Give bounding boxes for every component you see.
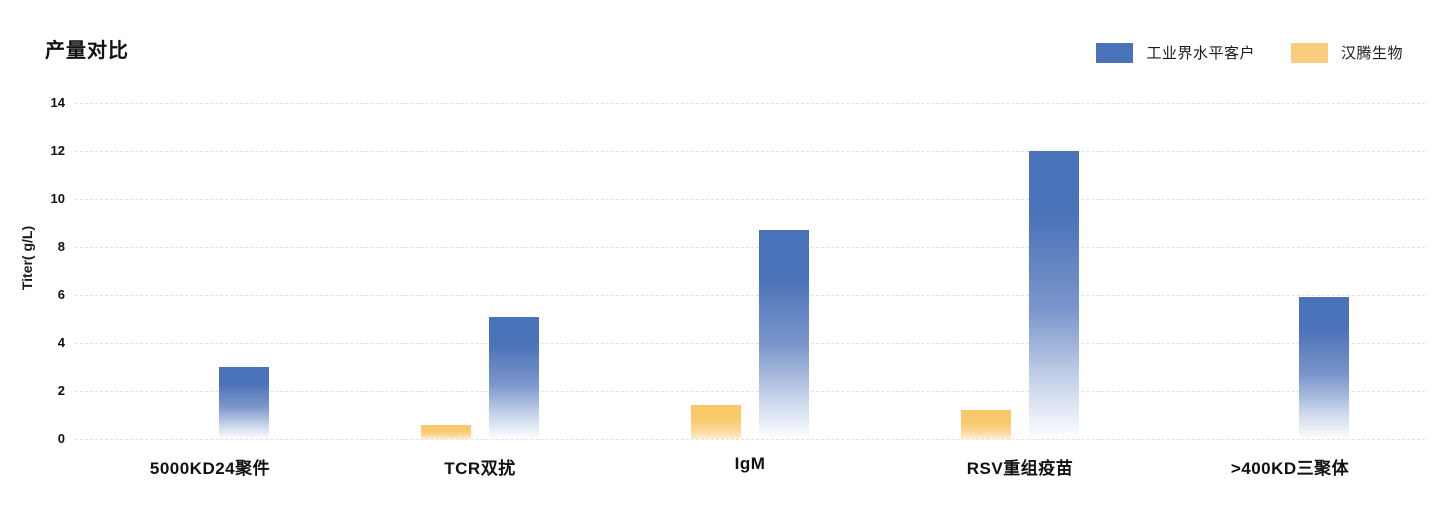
- legend-swatch-henlius-icon: [1290, 42, 1328, 63]
- x-category-label-2: IgM: [734, 454, 766, 473]
- y-tick-label-4: 4: [57, 334, 65, 350]
- x-category-label-3: RSV重组疫苗: [966, 459, 1074, 478]
- bar-industry-RSV重组疫苗: [1029, 151, 1079, 439]
- gridline-y-2: [75, 391, 1425, 392]
- y-tick-label-12: 12: [50, 142, 65, 158]
- x-category-label-0: 5000KD24聚件: [149, 459, 271, 478]
- y-tick-label-14: 14: [50, 94, 65, 110]
- bar-industry-TCR双扰: [489, 316, 539, 439]
- legend-swatch-industry-icon: [1096, 42, 1134, 63]
- gridline-y-4: [75, 343, 1425, 344]
- plot-area: 0 2 4 6 8 10 12 14 5000KD24聚件 TCR双扰 IgM RSV重组疫苗 >400…: [51, 95, 1425, 478]
- bar-industry-IgM: [759, 230, 809, 439]
- gridline-y-10: [75, 199, 1425, 200]
- x-category-label-4: >400KD三聚体: [1230, 459, 1350, 478]
- legend: 工业界水平客户 汉腾生物: [1096, 42, 1403, 63]
- y-tick-label-0: 0: [57, 430, 65, 446]
- legend-item-henlius: 汉腾生物: [1290, 42, 1403, 63]
- y-tick-label-2: 2: [57, 382, 65, 398]
- bar-henlius-TCR双扰: [421, 424, 471, 439]
- bar-henlius-RSV重组疫苗: [961, 410, 1011, 439]
- y-tick-label-6: 6: [57, 286, 65, 302]
- legend-label-industry: 工业界水平客户: [1146, 45, 1255, 62]
- gridline-y-0: [75, 439, 1425, 440]
- bar-industry-5000KD24聚件: [219, 367, 269, 439]
- legend-label-henlius: 汉腾生物: [1340, 45, 1403, 62]
- gridline-y-8: [75, 247, 1425, 248]
- gridline-y-6: [75, 295, 1425, 296]
- legend-item-industry: 工业界水平客户: [1096, 42, 1255, 63]
- x-category-label-1: TCR双扰: [444, 459, 516, 478]
- gridline-y-12: [75, 151, 1425, 152]
- bar-henlius-IgM: [691, 405, 741, 439]
- gridline-y-14: [75, 103, 1425, 104]
- y-tick-label-8: 8: [57, 238, 65, 254]
- bar-industry->400KD三聚体: [1299, 297, 1349, 439]
- chart-title: 产量对比: [45, 40, 129, 62]
- y-tick-label-10: 10: [50, 190, 65, 206]
- y-axis-label: Titer( g/L): [19, 225, 35, 291]
